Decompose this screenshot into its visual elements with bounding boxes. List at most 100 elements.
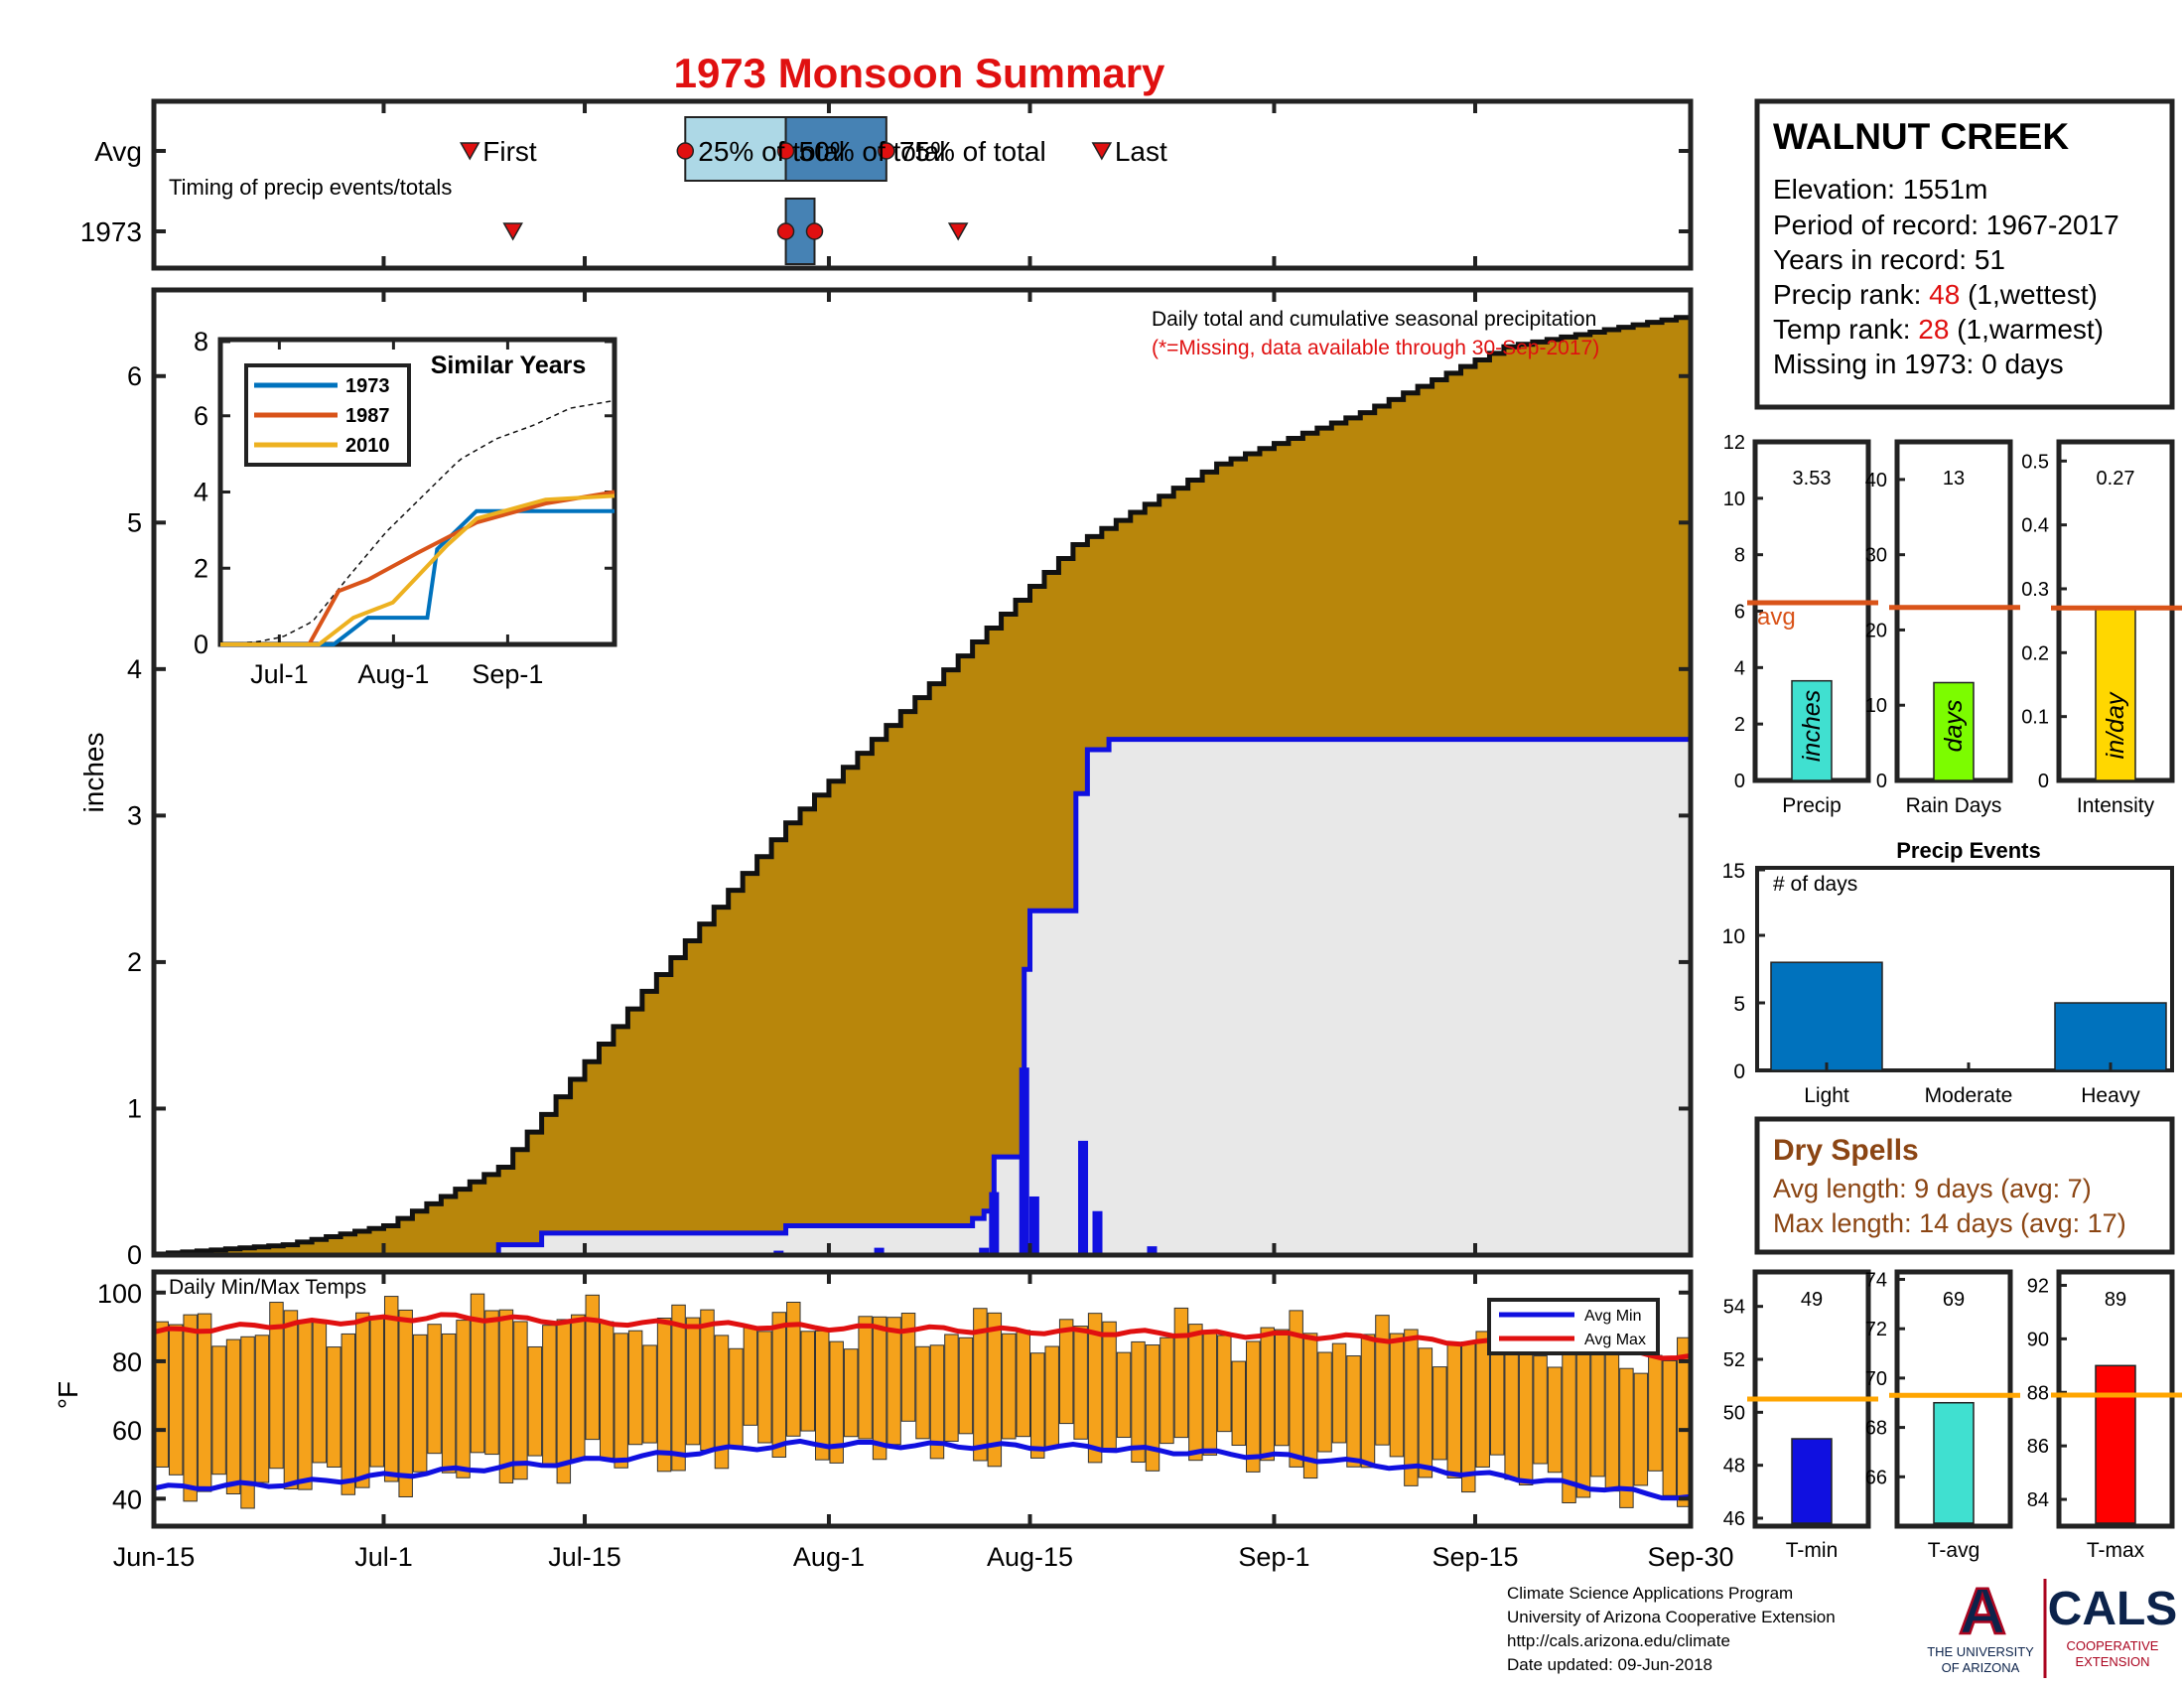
cals-line1: COOPERATIVE	[2067, 1638, 2159, 1653]
events-category-label: Moderate	[1925, 1084, 2013, 1107]
daily-temp-bar	[1633, 1372, 1649, 1486]
stat-ytick-label: 2	[1734, 714, 1745, 736]
stat-label: Rain Days	[1906, 794, 2002, 817]
x-tick-label: Sep-1	[1238, 1542, 1309, 1572]
avg-pct25-marker	[676, 142, 695, 160]
daily-temp-bar	[1260, 1327, 1275, 1462]
events-bar	[2054, 1002, 2167, 1071]
temp-stat-ytick-label: 68	[1865, 1418, 1887, 1440]
daily-temp-bar	[944, 1334, 959, 1442]
avg-max-line	[154, 1312, 1691, 1361]
temp-stat-ytick-label: 70	[1865, 1368, 1887, 1390]
inset-xtick-label: Jul-1	[250, 659, 309, 689]
main-ytick-label: 2	[127, 947, 142, 977]
daily-temp-bar	[1575, 1332, 1591, 1498]
inset-ytick-label: 2	[194, 553, 208, 583]
daily-temp-bar	[1562, 1336, 1576, 1503]
daily-temp-bar	[1547, 1366, 1563, 1474]
inset-ytick-label: 6	[194, 401, 208, 431]
stat-avg-label: avg	[1757, 604, 1796, 631]
ua-line1: THE UNIVERSITY	[1927, 1644, 2034, 1659]
daily-temp-bar	[571, 1314, 586, 1462]
year-last-marker	[947, 222, 969, 241]
avg-pct75-marker	[878, 142, 895, 160]
events-title: Precip Events	[1896, 838, 2041, 863]
inset-xtick-label: Sep-1	[472, 659, 543, 689]
daily-temp-bar	[211, 1345, 226, 1476]
temp-stat-ytick-label: 52	[1723, 1349, 1745, 1371]
inset-legend-label: 1973	[345, 375, 390, 397]
daily-temp-bar	[1604, 1336, 1620, 1492]
inset-ytick-label: 4	[194, 478, 208, 507]
temp-stat-label: T-max	[2087, 1539, 2145, 1562]
events-ytick-label: 5	[1733, 993, 1745, 1016]
daily-precip-bar	[979, 1247, 990, 1255]
elevation: Elevation: 1551m	[1773, 174, 1987, 205]
period-of-record: Period of record: 1967-2017	[1773, 210, 2119, 240]
daily-temp-bar	[1418, 1347, 1433, 1478]
daily-temp-bar	[627, 1330, 643, 1446]
dry-spells-box: Dry Spells Avg length: 9 days (avg: 7) M…	[1754, 1116, 2175, 1255]
daily-temp-bar	[1317, 1351, 1332, 1453]
temp-stat-ytick-label: 72	[1865, 1319, 1887, 1340]
stat-ytick-label: 0.4	[2021, 515, 2049, 537]
main-ytick-label: 4	[127, 654, 142, 684]
stat-bar	[1791, 679, 1833, 781]
cals-line2: EXTENSION	[2075, 1654, 2149, 1669]
daily-temp-bar	[1504, 1347, 1519, 1480]
season-stat-bars: 0 2 4 6 8 10 12 3.53 inches Precip avg 0 10 20 30 40 13 d…	[1723, 432, 2182, 817]
daily-temp-bar	[642, 1344, 657, 1444]
temp-stat-ytick-label: 50	[1723, 1402, 1745, 1424]
stat-bar	[1933, 681, 1975, 781]
avg-min-line	[154, 1438, 1691, 1501]
daily-temp-bar	[369, 1316, 384, 1468]
daily-temp-bar	[1389, 1333, 1405, 1458]
daily-temp-bar	[441, 1333, 457, 1474]
daily-precip-bar	[1147, 1246, 1158, 1255]
daily-temp-bar	[1116, 1351, 1132, 1439]
ua-logo: A THE UNIVERSITY OF ARIZONA CALS COOPERA…	[1927, 1573, 2177, 1678]
footer-line4: Date updated: 09-Jun-2018	[1507, 1655, 1712, 1674]
x-tick-label: Aug-1	[793, 1542, 865, 1572]
years-in-record: Years in record: 51	[1773, 244, 2005, 275]
footer-line2: University of Arizona Cooperative Extens…	[1507, 1608, 1836, 1626]
x-tick-label: Jul-15	[548, 1542, 621, 1572]
temp-ytick-label: 80	[112, 1347, 142, 1377]
temp-stat-bars: 46 48 50 52 54 49 T-min 66 68 70 72 74 69 T-avg 84 86 88…	[1723, 1269, 2182, 1562]
last-label: Last	[1115, 136, 1167, 167]
stat-ytick-label: 6	[1734, 602, 1745, 624]
daily-temp-bar	[254, 1335, 270, 1483]
daily-temp-bar	[1302, 1333, 1318, 1479]
temp-stat-ytick-label: 88	[2027, 1382, 2049, 1404]
stat-value: 3.53	[1793, 468, 1832, 490]
x-tick-label: Jul-1	[354, 1542, 413, 1572]
daily-temp-bar	[743, 1327, 758, 1426]
dry-avg-length: Avg length: 9 days (avg: 7)	[1773, 1174, 2092, 1203]
timing-row-year-label: 1973	[80, 216, 142, 247]
temp-stat-ytick-label: 66	[1865, 1467, 1887, 1488]
daily-temp-bar	[757, 1331, 772, 1444]
daily-temp-bar	[312, 1320, 328, 1464]
stat-ytick-label: 0	[2038, 771, 2049, 792]
daily-temp-bar	[168, 1324, 184, 1476]
footer: Climate Science Applications Program Uni…	[1507, 1584, 1836, 1674]
temp-stat-ytick-label: 46	[1723, 1508, 1745, 1530]
events-ytick-label: 15	[1722, 860, 1745, 883]
daily-precip-bar	[1078, 1140, 1089, 1255]
daily-temp-bar	[484, 1310, 499, 1456]
daily-temp-bar	[1331, 1342, 1347, 1444]
daily-temp-bar	[527, 1345, 543, 1457]
inset-avg-line	[219, 399, 615, 645]
stat-unit: inches	[1798, 690, 1826, 762]
daily-temp-bar	[542, 1325, 557, 1468]
temp-stat-value: 89	[2105, 1289, 2126, 1311]
stat-unit: in/day	[2102, 691, 2129, 759]
stat-ytick-label: 20	[1865, 620, 1887, 641]
timing-panel: Avg 1973 Timing of precip events/totals …	[80, 98, 1694, 271]
daily-precip-bar	[1092, 1210, 1103, 1255]
events-ylabel: # of days	[1773, 873, 1857, 896]
daily-temp-bar	[1475, 1331, 1490, 1468]
stat-value: 13	[1943, 468, 1965, 490]
daily-temp-bar	[556, 1319, 572, 1484]
